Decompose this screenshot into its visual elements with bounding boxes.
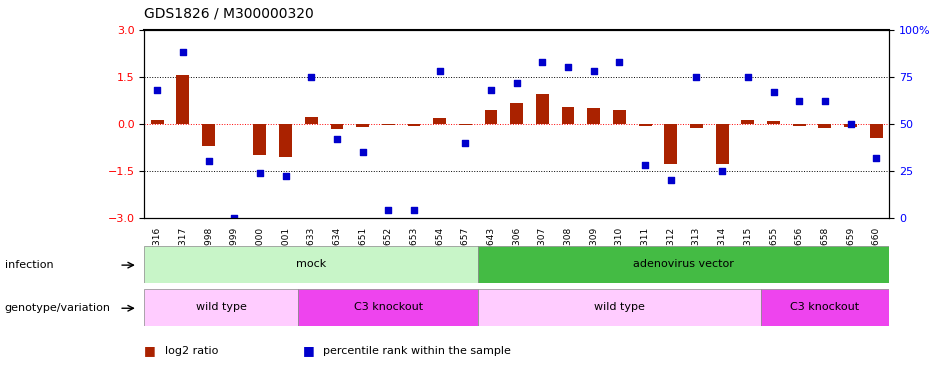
Bar [793,124,805,126]
Point [201,158,216,164]
Bar [299,289,479,326]
Point [612,59,627,65]
Bar [331,124,344,129]
Bar [561,106,574,124]
Bar [408,124,421,126]
Bar [433,117,446,124]
Point [587,68,601,74]
Point [791,98,806,104]
Bar [665,124,677,164]
Bar [716,124,729,164]
Point [252,170,267,176]
Bar [202,124,215,146]
Bar [536,94,548,124]
Point [509,80,524,86]
Text: log2 ratio: log2 ratio [165,346,218,355]
Text: adenovirus vector: adenovirus vector [633,260,734,269]
Bar [587,108,600,124]
Bar [639,124,652,126]
Point [381,207,396,213]
Text: wild type: wild type [594,303,645,312]
Point [150,87,165,93]
Point [458,140,473,146]
Point [560,64,575,70]
Point [227,214,242,220]
Point [715,168,730,174]
Bar [510,104,523,124]
Point [689,74,704,80]
Point [766,89,781,95]
Bar [459,124,472,125]
Text: ■: ■ [303,344,315,357]
Point [817,98,832,104]
Bar [870,124,883,138]
Bar [761,289,889,326]
Point [175,50,190,55]
Bar [741,120,754,124]
Point [638,162,653,168]
Text: C3 knockout: C3 knockout [790,303,859,312]
Text: ■: ■ [144,344,156,357]
Bar [690,124,703,128]
Point [355,149,370,155]
Bar [818,124,831,128]
Bar [144,246,479,283]
Bar [176,75,189,124]
Bar [304,117,317,124]
Text: percentile rank within the sample: percentile rank within the sample [323,346,511,355]
Point [304,74,318,80]
Bar [151,120,164,124]
Bar [613,110,626,124]
Bar [844,124,857,127]
Bar [382,124,395,125]
Text: genotype/variation: genotype/variation [5,303,111,313]
Point [278,173,293,179]
Point [740,74,755,80]
Text: C3 knockout: C3 knockout [354,303,423,312]
Bar [479,289,761,326]
Point [664,177,679,183]
Bar [767,121,780,124]
Text: infection: infection [5,260,53,270]
Point [432,68,447,74]
Text: GDS1826 / M300000320: GDS1826 / M300000320 [144,7,314,21]
Text: mock: mock [296,260,327,269]
Bar [253,124,266,155]
Point [869,154,884,160]
Bar [144,289,299,326]
Bar [357,124,369,127]
Bar [485,110,497,124]
Text: wild type: wild type [196,303,247,312]
Bar [479,246,889,283]
Bar [279,124,292,157]
Point [483,87,498,93]
Point [330,136,344,142]
Point [843,121,858,127]
Point [407,207,422,213]
Point [535,59,550,65]
